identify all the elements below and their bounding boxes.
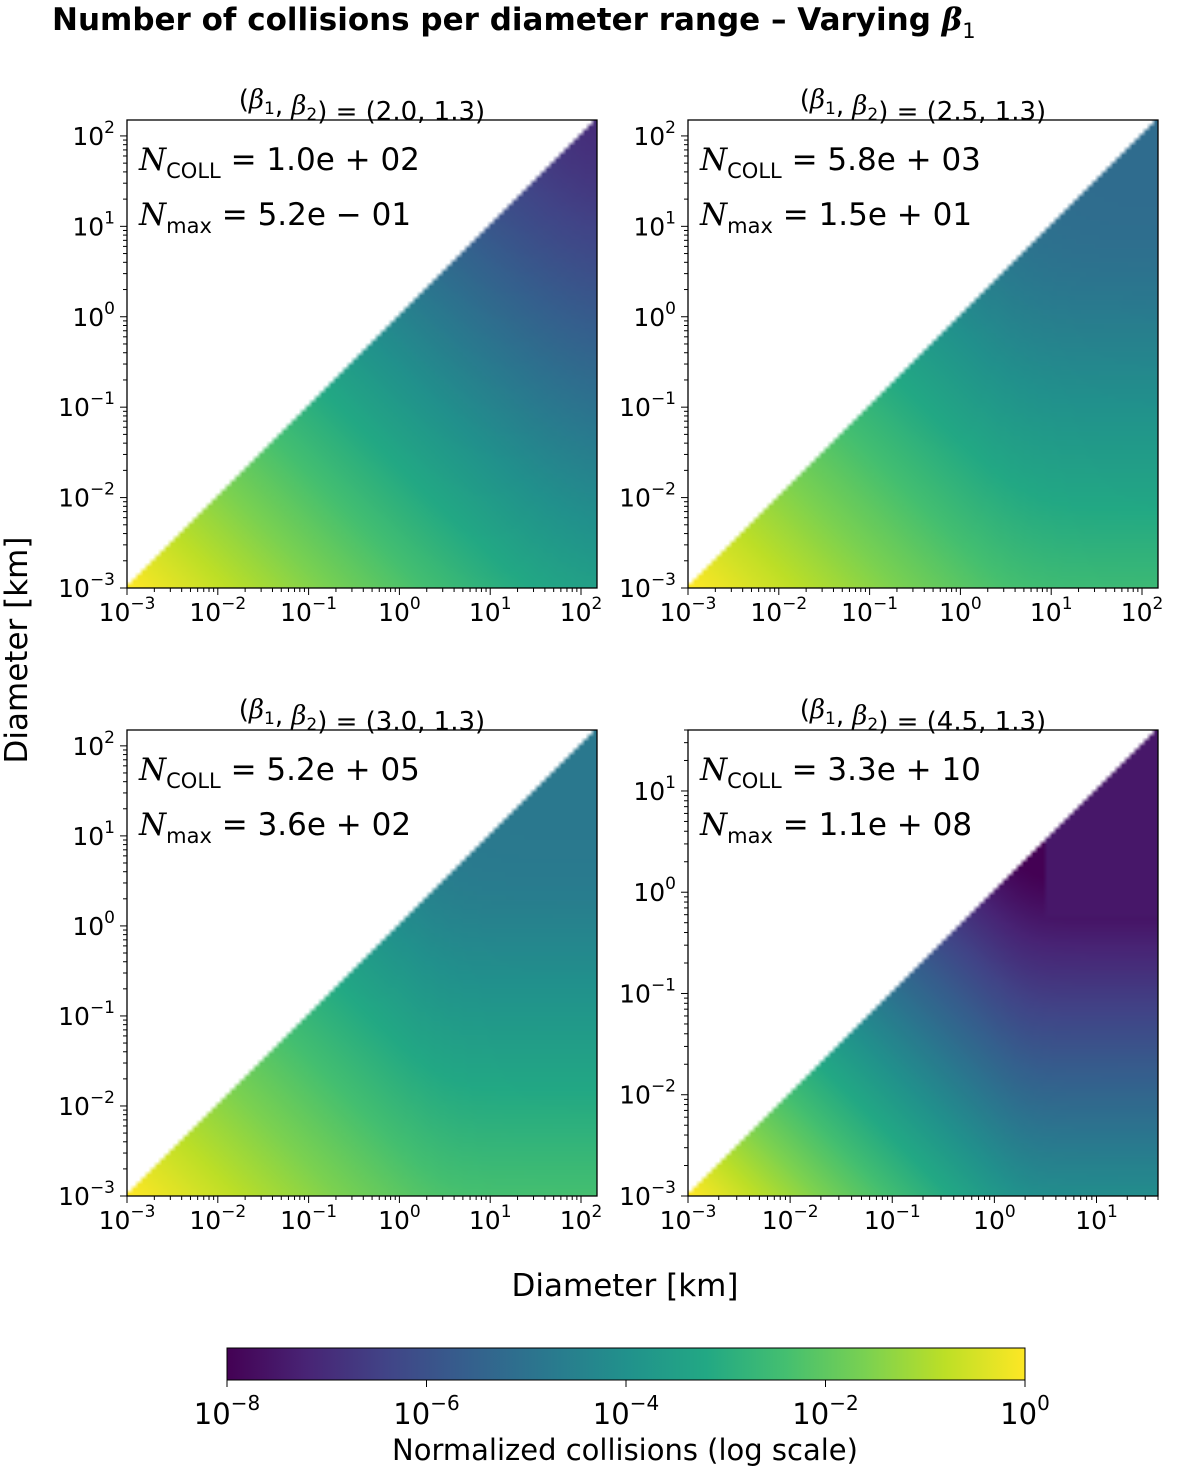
x-tick-label: 100 <box>973 1202 1016 1235</box>
colorbar-label: Normalized collisions (log scale) <box>392 1433 858 1467</box>
colorbar-tick-label: 10−6 <box>393 1391 459 1431</box>
panel-title: (β1, β2) = (2.5, 1.3) <box>800 85 1046 127</box>
axes-frame <box>687 119 1159 589</box>
n-coll-annotation: NCOLL = 3.3e + 10 <box>699 752 981 793</box>
y-axis-label: Diameter [km] <box>0 537 35 764</box>
x-tick-label: 10−3 <box>99 594 156 627</box>
n-coll-annotation: NCOLL = 1.0e + 02 <box>138 142 420 183</box>
panel-1: 10−3 10−2 10−1 100 101 102 10−3 10−2 10−1 100 101 1… <box>58 85 602 627</box>
panel-title: (β1, β2) = (4.5, 1.3) <box>800 695 1046 737</box>
x-tick-label: 10−1 <box>841 594 898 627</box>
x-tick-label: 100 <box>378 1202 421 1235</box>
y-tick-label: 102 <box>72 118 115 151</box>
n-max-annotation: Nmax = 1.1e + 08 <box>699 807 972 848</box>
y-tick-label: 100 <box>72 299 115 332</box>
y-tick-label: 10−2 <box>619 480 676 513</box>
n-coll-annotation: NCOLL = 5.8e + 03 <box>699 142 981 183</box>
colorbar-tick-label: 10−4 <box>593 1391 659 1431</box>
colorbar-gradient <box>226 1347 1026 1381</box>
panel-title: (β1, β2) = (2.0, 1.3) <box>239 85 485 127</box>
heatmap-cells <box>127 120 597 588</box>
panel-4: 10−3 10−2 10−1 100 101 10−3 10−2 10−1 100 101 (β1,… <box>619 695 1159 1235</box>
x-tick-label: 10−2 <box>189 594 246 627</box>
y-tick-label: 10−3 <box>619 1178 676 1211</box>
x-axis-label: Diameter [km] <box>512 1268 739 1304</box>
y-tick-label: 10−2 <box>619 1077 676 1110</box>
y-tick-label: 10−2 <box>58 480 115 513</box>
y-tick-label: 100 <box>633 299 676 332</box>
axes-frame <box>126 119 598 589</box>
x-tick-label: 100 <box>939 594 982 627</box>
panel-title: (β1, β2) = (3.0, 1.3) <box>239 695 485 737</box>
y-tick-label: 10−3 <box>58 1178 115 1211</box>
y-tick-label: 102 <box>72 728 115 761</box>
n-max-annotation: Nmax = 3.6e + 02 <box>138 807 411 848</box>
n-coll-annotation: NCOLL = 5.2e + 05 <box>138 752 420 793</box>
panel-3: 10−3 10−2 10−1 100 101 102 10−3 10−2 10−1 100 101 1… <box>58 695 602 1235</box>
y-tick-label: 100 <box>72 908 115 941</box>
heatmap-cells <box>688 120 1158 588</box>
y-tick-label: 10−1 <box>619 975 676 1008</box>
x-tick-label: 100 <box>378 594 421 627</box>
figure-title: Number of collisions per diameter range … <box>52 2 976 43</box>
colorbar: 10−8 10−6 10−4 10−2 100 Normalized collision… <box>194 1347 1050 1467</box>
colorbar-ticks: 10−8 10−6 10−4 10−2 100 <box>194 1380 1050 1431</box>
y-tick-label: 10−1 <box>58 998 115 1031</box>
y-tick-label: 10−3 <box>619 570 676 603</box>
heatmap-cells <box>688 730 1158 1196</box>
y-tick-label: 10−2 <box>58 1088 115 1121</box>
x-tick-label: 102 <box>560 594 603 627</box>
x-tick-label: 101 <box>1030 594 1073 627</box>
y-tick-label: 10−1 <box>58 389 115 422</box>
axes-frame <box>126 729 598 1197</box>
x-tick-label: 10−3 <box>99 1202 156 1235</box>
panels: 10−3 10−2 10−1 100 101 10210−310−210−11001011… <box>58 85 1163 1235</box>
x-tick-label: 101 <box>469 1202 512 1235</box>
x-tick-label: 10−1 <box>280 1202 337 1235</box>
colorbar-tick-label: 10−8 <box>194 1391 260 1431</box>
y-tick-label: 10−1 <box>619 389 676 422</box>
colorbar-tick-label: 100 <box>1000 1391 1050 1431</box>
x-tick-label: 10−3 <box>660 594 717 627</box>
x-tick-label: 101 <box>469 594 512 627</box>
x-tick-label: 10−2 <box>750 594 807 627</box>
y-tick-label: 101 <box>633 773 676 806</box>
x-tick-label: 10−1 <box>280 594 337 627</box>
x-tick-label: 10−1 <box>864 1202 921 1235</box>
colorbar-tick-label: 10−2 <box>792 1391 858 1431</box>
y-tick-label: 101 <box>633 208 676 241</box>
y-tick-label: 100 <box>633 874 676 907</box>
heatmap-cells <box>127 730 597 1196</box>
x-tick-label: 10−2 <box>189 1202 246 1235</box>
n-max-annotation: Nmax = 5.2e − 01 <box>138 197 411 238</box>
x-tick-label: 10−2 <box>762 1202 819 1235</box>
y-tick-label: 10−3 <box>58 570 115 603</box>
x-tick-label: 102 <box>560 1202 603 1235</box>
n-max-annotation: Nmax = 1.5e + 01 <box>699 197 972 238</box>
x-tick-label: 101 <box>1075 1202 1118 1235</box>
x-tick-label: 102 <box>1121 594 1164 627</box>
panel-2: 10−3 10−2 10−1 100 101 102 10−3 10−2 10−1 100 101 1… <box>619 85 1163 627</box>
y-tick-label: 101 <box>72 818 115 851</box>
x-tick-label: 10−3 <box>660 1202 717 1235</box>
y-tick-label: 102 <box>633 118 676 151</box>
y-tick-label: 101 <box>72 208 115 241</box>
